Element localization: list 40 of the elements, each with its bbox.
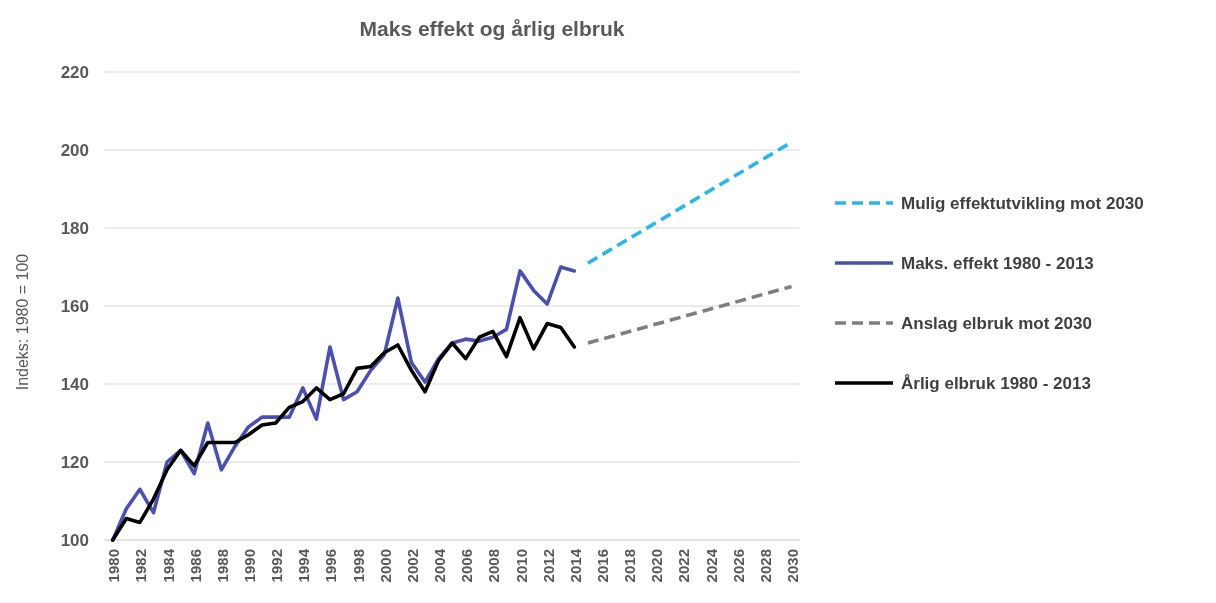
legend-label: Maks. effekt 1980 - 2013 xyxy=(901,253,1094,273)
x-tick-label: 2026 xyxy=(729,549,747,583)
chart-title: Maks effekt og årlig elbruk xyxy=(359,16,625,40)
x-tick-label: 2030 xyxy=(784,549,802,583)
x-tick-label: 1998 xyxy=(349,549,367,583)
legend-label: Mulig effektutvikling mot 2030 xyxy=(901,193,1144,213)
x-tick-label: 2020 xyxy=(648,549,666,583)
x-tick-label: 1982 xyxy=(132,549,150,583)
x-tick-label: 1994 xyxy=(295,548,313,583)
y-tick-label: 120 xyxy=(60,452,89,472)
x-tick-label: 1992 xyxy=(268,549,286,583)
y-tick-label: 220 xyxy=(60,62,89,82)
x-tick-label: 1984 xyxy=(159,548,177,583)
y-tick-label: 140 xyxy=(60,374,89,394)
legend-label: Anslag elbruk mot 2030 xyxy=(901,313,1092,333)
y-tick-label: 200 xyxy=(60,140,89,160)
line-series xyxy=(110,315,577,542)
x-tick-label: 1988 xyxy=(213,549,231,583)
x-tick-label: 1986 xyxy=(186,549,204,583)
x-tick-label: 1990 xyxy=(241,549,259,583)
x-tick-label: 2008 xyxy=(485,549,503,583)
y-tick-label: 160 xyxy=(60,296,89,316)
x-tick-label: 2028 xyxy=(756,549,774,583)
x-tick-label: 2022 xyxy=(675,549,693,583)
x-tick-label: 2014 xyxy=(566,548,584,583)
y-axis-title: Indeks: 1980 = 100 xyxy=(13,253,31,391)
x-tick-label: 2018 xyxy=(621,549,639,583)
x-tick-label: 2004 xyxy=(431,548,449,583)
x-tick-label: 2012 xyxy=(539,549,557,583)
x-tick-label: 1980 xyxy=(105,549,123,583)
x-tick-label: 2006 xyxy=(458,549,476,583)
x-tick-label: 1996 xyxy=(322,549,340,583)
x-tick-label: 2002 xyxy=(403,549,421,583)
y-tick-label: 100 xyxy=(60,530,89,550)
y-tick-label: 180 xyxy=(60,218,89,238)
x-tick-label: 2024 xyxy=(702,548,720,583)
x-tick-label: 2010 xyxy=(512,549,530,583)
x-tick-label: 2016 xyxy=(593,549,611,583)
x-tick-label: 2000 xyxy=(376,549,394,583)
legend-label: Årlig elbruk 1980 - 2013 xyxy=(901,373,1091,393)
